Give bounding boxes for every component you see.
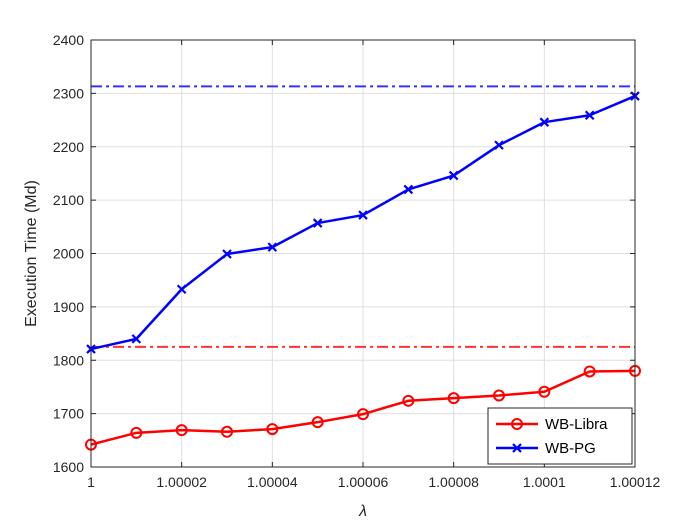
series-line [90, 369, 636, 446]
data-point [175, 424, 188, 437]
data-point [311, 416, 324, 429]
y-tick-label: 1700 [53, 406, 84, 422]
x-axis-label: λ [358, 503, 367, 520]
data-point [447, 392, 460, 405]
series-layer [85, 91, 641, 451]
legend-item: WB-Libra [496, 416, 608, 433]
x-tick-label: 1.00002 [156, 474, 207, 490]
data-point [511, 418, 523, 430]
data-point [539, 117, 550, 127]
legend-label: WB-Libra [545, 416, 608, 433]
x-tick-label: 1.0001 [523, 474, 566, 490]
y-tick-label: 2300 [53, 85, 84, 101]
y-tick-label: 2000 [53, 246, 84, 262]
data-point [357, 408, 369, 421]
data-point [583, 365, 596, 378]
x-tick-label: 1 [87, 474, 95, 490]
legend-item: WB-PG [496, 440, 596, 457]
series-wb-pg [86, 91, 640, 354]
x-tick-label: 1.00008 [428, 474, 479, 490]
y-tick-label: 2400 [53, 32, 84, 48]
legend: WB-Libra WB-PG [487, 407, 633, 465]
x-tick-label: 1.00006 [338, 474, 389, 490]
data-point [130, 426, 143, 439]
data-point [494, 140, 504, 150]
data-point [402, 394, 415, 407]
data-point [584, 110, 595, 121]
y-tick-label: 1900 [53, 299, 84, 315]
y-tick-label: 2100 [53, 192, 84, 208]
data-point [222, 249, 232, 259]
data-point [267, 242, 278, 252]
data-point [538, 385, 551, 398]
y-axis-label: Execution Time (Md) [23, 180, 40, 327]
reference-lines [91, 85, 635, 348]
data-point [131, 334, 142, 344]
data-point [221, 425, 233, 438]
x-tick-label: 1.00004 [247, 474, 298, 490]
y-tick-label: 2200 [53, 139, 84, 155]
data-point [512, 443, 522, 453]
data-point [448, 170, 459, 181]
series-wb-libra [85, 364, 641, 451]
ticks: 1 1.00002 1.00004 1.00006 1.00008 1.0001 1.000… [53, 32, 661, 490]
data-point [358, 210, 368, 220]
data-point [312, 218, 323, 228]
x-tick-label: 1.00012 [610, 474, 661, 490]
data-point [266, 423, 279, 436]
y-tick-label: 1800 [53, 352, 84, 368]
data-point [403, 184, 414, 195]
data-point [493, 389, 505, 402]
data-point [176, 284, 187, 295]
legend-box [487, 407, 633, 465]
legend-label: WB-PG [545, 440, 596, 457]
y-tick-label: 1600 [53, 459, 84, 475]
